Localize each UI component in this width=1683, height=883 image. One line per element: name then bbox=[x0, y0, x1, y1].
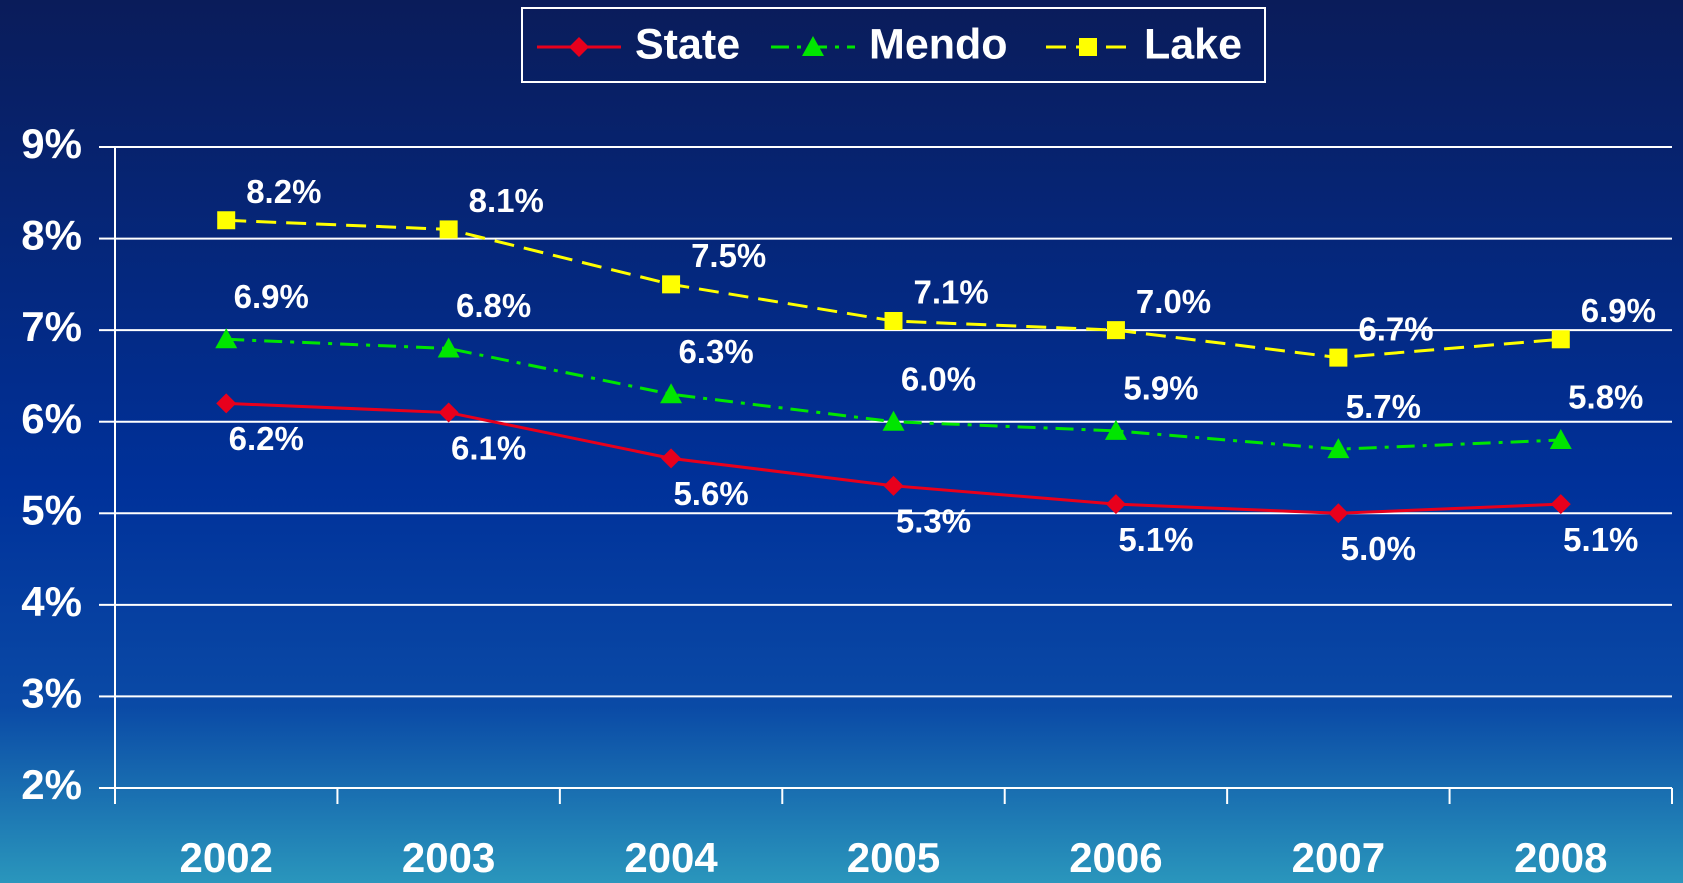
data-label: 7.0% bbox=[1136, 283, 1211, 320]
marker-triangle bbox=[215, 328, 238, 349]
y-tick-label: 9% bbox=[21, 120, 82, 167]
marker-diamond bbox=[1105, 494, 1126, 515]
data-label: 8.1% bbox=[469, 182, 544, 219]
y-tick-label: 4% bbox=[21, 578, 82, 625]
data-label: 6.2% bbox=[229, 420, 304, 457]
marker-triangle bbox=[660, 383, 683, 404]
marker-square bbox=[1106, 321, 1125, 340]
x-tick-label: 2002 bbox=[179, 834, 272, 881]
legend-box bbox=[521, 7, 1266, 83]
data-label: 5.1% bbox=[1118, 521, 1193, 558]
data-label: 7.1% bbox=[914, 274, 989, 311]
marker-diamond bbox=[1550, 494, 1571, 515]
data-label: 5.8% bbox=[1568, 379, 1643, 416]
marker-diamond bbox=[661, 448, 682, 469]
data-label: 5.9% bbox=[1123, 370, 1198, 407]
marker-square bbox=[1329, 348, 1348, 367]
legend-label: Mendo bbox=[869, 20, 1008, 68]
marker-diamond bbox=[216, 393, 237, 414]
x-tick-label: 2005 bbox=[847, 834, 940, 881]
x-tick-label: 2004 bbox=[624, 834, 718, 881]
data-label: 7.5% bbox=[691, 237, 766, 274]
x-tick-label: 2008 bbox=[1514, 834, 1607, 881]
data-label: 5.0% bbox=[1341, 530, 1416, 567]
marker-diamond bbox=[1328, 503, 1349, 524]
marker-triangle bbox=[1104, 419, 1127, 440]
marker-square bbox=[439, 220, 458, 239]
marker-diamond bbox=[438, 402, 459, 423]
marker-square bbox=[884, 311, 903, 330]
y-tick-label: 3% bbox=[21, 670, 82, 717]
x-tick-label: 2006 bbox=[1069, 834, 1162, 881]
y-tick-label: 6% bbox=[21, 395, 82, 442]
data-label: 5.1% bbox=[1563, 521, 1638, 558]
y-tick-label: 7% bbox=[21, 303, 82, 350]
y-tick-label: 8% bbox=[21, 212, 82, 259]
marker-diamond bbox=[569, 37, 589, 57]
marker-triangle bbox=[1327, 438, 1350, 459]
x-tick-label: 2007 bbox=[1292, 834, 1385, 881]
marker-triangle bbox=[1549, 429, 1572, 450]
data-label: 6.3% bbox=[678, 333, 753, 370]
marker-triangle bbox=[882, 410, 905, 431]
data-label: 5.6% bbox=[673, 475, 748, 512]
legend-label: Lake bbox=[1144, 20, 1242, 68]
marker-triangle bbox=[802, 36, 824, 56]
legend-label: State bbox=[635, 20, 740, 68]
marker-square bbox=[217, 211, 236, 230]
marker-square bbox=[1079, 38, 1097, 56]
data-label: 6.7% bbox=[1358, 310, 1433, 347]
marker-diamond bbox=[883, 475, 904, 496]
marker-square bbox=[1551, 330, 1570, 349]
data-label: 8.2% bbox=[246, 173, 321, 210]
x-tick-label: 2003 bbox=[402, 834, 495, 881]
data-label: 6.0% bbox=[901, 360, 976, 397]
marker-square bbox=[662, 275, 681, 294]
marker-triangle bbox=[437, 337, 460, 358]
y-tick-label: 5% bbox=[21, 486, 82, 533]
data-label: 6.1% bbox=[451, 429, 526, 466]
data-label: 6.9% bbox=[234, 278, 309, 315]
data-label: 6.8% bbox=[456, 287, 531, 324]
data-label: 5.7% bbox=[1346, 388, 1421, 425]
data-label: 6.9% bbox=[1581, 292, 1656, 329]
y-tick-label: 2% bbox=[21, 761, 82, 808]
data-label: 5.3% bbox=[896, 503, 971, 540]
